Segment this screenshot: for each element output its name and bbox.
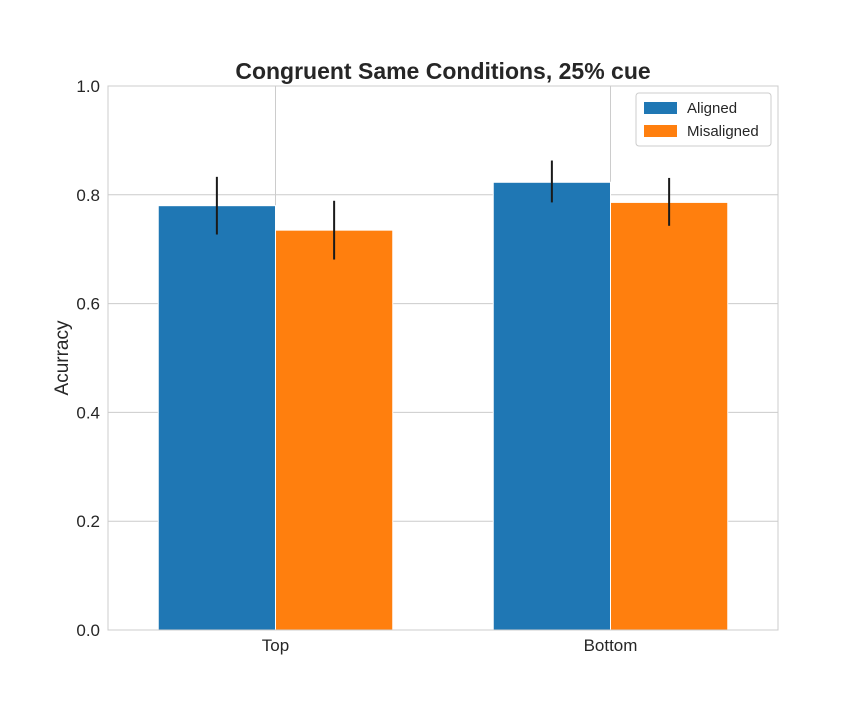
x-tick-labels: Top Bottom [262, 636, 638, 655]
chart-title: Congruent Same Conditions, 25% cue [235, 58, 650, 84]
x-tick-label: Top [262, 636, 289, 655]
y-tick-label: 0.4 [76, 403, 100, 422]
legend-swatch [644, 102, 677, 114]
bar-misaligned-bottom [610, 201, 729, 631]
bars [157, 181, 729, 631]
bar-aligned-bottom [492, 181, 611, 631]
y-tick-label: 0.0 [76, 621, 100, 640]
x-tick-label: Bottom [584, 636, 638, 655]
y-tick-label: 0.6 [76, 295, 100, 314]
y-axis-label: Acurracy [52, 320, 73, 395]
legend-label: Misaligned [687, 123, 759, 140]
legend-label: Aligned [687, 100, 737, 117]
y-tick-label: 1.0 [76, 77, 100, 96]
plot-frame [107, 85, 779, 631]
error-bars [215, 160, 671, 260]
legend: Aligned Misaligned [635, 92, 772, 147]
y-tick-label: 0.2 [76, 512, 100, 531]
y-tick-label: 0.8 [76, 186, 100, 205]
legend-swatch [644, 125, 677, 137]
bar-misaligned-top [275, 229, 394, 631]
bar-aligned-top [157, 205, 276, 631]
y-tick-labels: 0.0 0.2 0.4 0.6 0.8 1.0 [76, 77, 100, 640]
